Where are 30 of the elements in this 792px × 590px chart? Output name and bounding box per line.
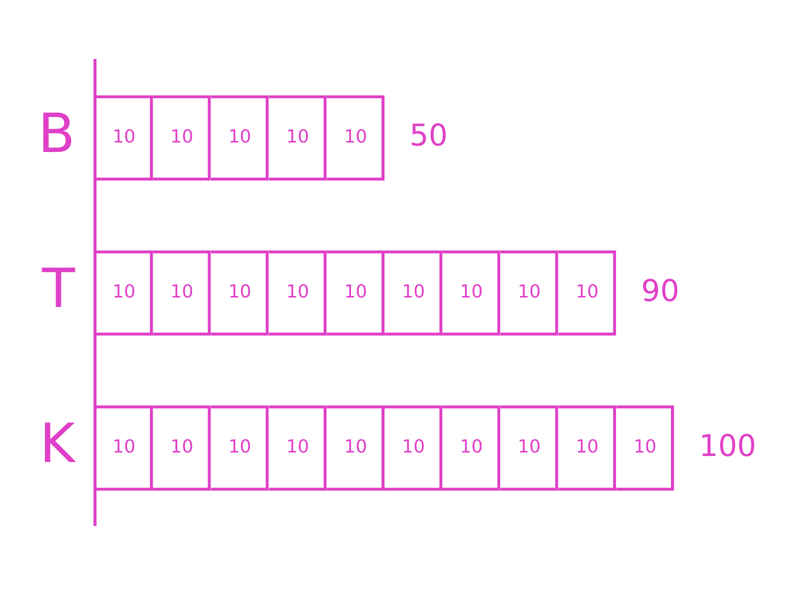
data-label: 10 [460, 436, 483, 458]
data-label: 10 [112, 126, 136, 148]
data-label: 10 [634, 436, 657, 458]
data-label: 10 [344, 126, 368, 148]
y-tick-label: T [41, 257, 76, 320]
data-label: 10 [518, 282, 541, 303]
data-label: 10 [576, 436, 599, 458]
data-label: 10 [286, 282, 310, 303]
data-label: 10 [518, 436, 541, 458]
data-label: 10 [112, 436, 136, 458]
data-label: 10 [576, 282, 599, 303]
data-label: 10 [112, 282, 136, 303]
data-label: 10 [170, 126, 194, 148]
total-label: 100 [699, 428, 756, 464]
data-label: 10 [460, 282, 483, 303]
data-label: 10 [228, 282, 252, 303]
data-label: 10 [344, 282, 368, 303]
data-label: 10 [228, 126, 252, 148]
data-label: 10 [170, 282, 194, 303]
y-tick-label: K [40, 412, 77, 476]
data-label: 10 [286, 126, 310, 148]
data-label: 10 [344, 436, 368, 458]
total-label: 50 [410, 118, 448, 154]
data-label: 10 [402, 436, 425, 458]
data-label: 10 [170, 436, 194, 458]
data-label: 10 [228, 436, 252, 458]
data-label: 10 [286, 436, 310, 458]
data-label: 10 [402, 282, 425, 303]
y-tick-label: B [38, 102, 76, 165]
total-label: 90 [641, 274, 680, 309]
